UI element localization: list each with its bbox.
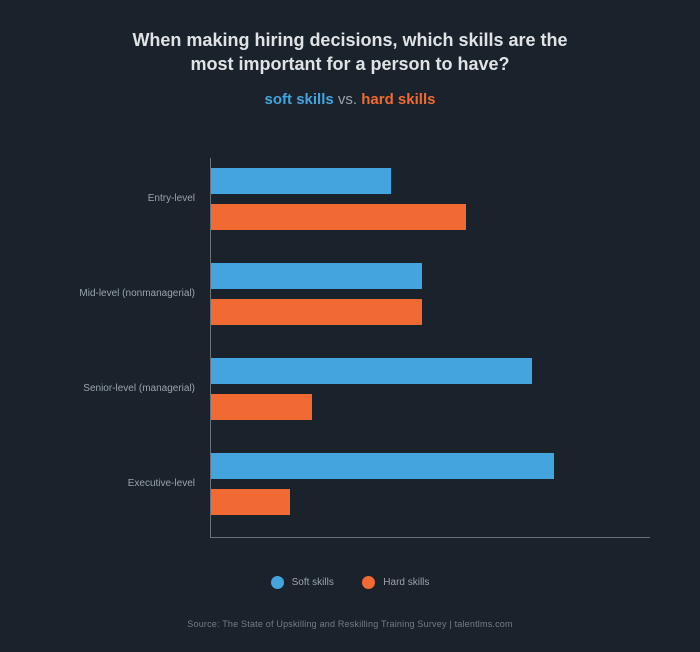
bar-group: Senior-level (managerial) — [210, 358, 650, 420]
bar-hard — [211, 489, 290, 515]
legend-label-hard: Hard skills — [383, 577, 429, 588]
bar-group: Entry-level — [210, 168, 650, 230]
bar-soft — [211, 453, 554, 479]
category-label: Mid-level (nonmanagerial) — [40, 288, 195, 300]
bar-group: Mid-level (nonmanagerial) — [210, 263, 650, 325]
category-label: Executive-level — [40, 478, 195, 490]
category-label: Senior-level (managerial) — [40, 383, 195, 395]
subtitle-soft: soft skills — [265, 91, 334, 108]
legend-item-soft: Soft skills — [271, 576, 334, 589]
legend-swatch-hard — [362, 576, 375, 589]
source-text: Source: The State of Upskilling and Resk… — [0, 619, 700, 629]
bar-soft — [211, 263, 422, 289]
subtitle-hard: hard skills — [361, 91, 435, 108]
plot-area: Entry-level Mid-level (nonmanagerial) Seni… — [210, 158, 650, 538]
subtitle-vs: vs. — [338, 91, 357, 108]
bar-group: Executive-level — [210, 453, 650, 515]
chart-container: When making hiring decisions, which skil… — [0, 0, 700, 652]
bar-soft — [211, 358, 532, 384]
legend-swatch-soft — [271, 576, 284, 589]
chart-title: When making hiring decisions, which skil… — [0, 0, 700, 77]
legend-item-hard: Hard skills — [362, 576, 429, 589]
legend-label-soft: Soft skills — [292, 577, 334, 588]
bar-hard — [211, 394, 312, 420]
bar-hard — [211, 299, 422, 325]
x-axis — [210, 537, 650, 538]
category-label: Entry-level — [40, 193, 195, 205]
bar-hard — [211, 204, 466, 230]
chart-title-line1: When making hiring decisions, which skil… — [0, 28, 700, 52]
legend: Soft skills Hard skills — [0, 576, 700, 594]
bar-soft — [211, 168, 391, 194]
chart-title-line2: most important for a person to have? — [0, 52, 700, 76]
chart-subtitle: soft skills vs. hard skills — [0, 91, 700, 108]
